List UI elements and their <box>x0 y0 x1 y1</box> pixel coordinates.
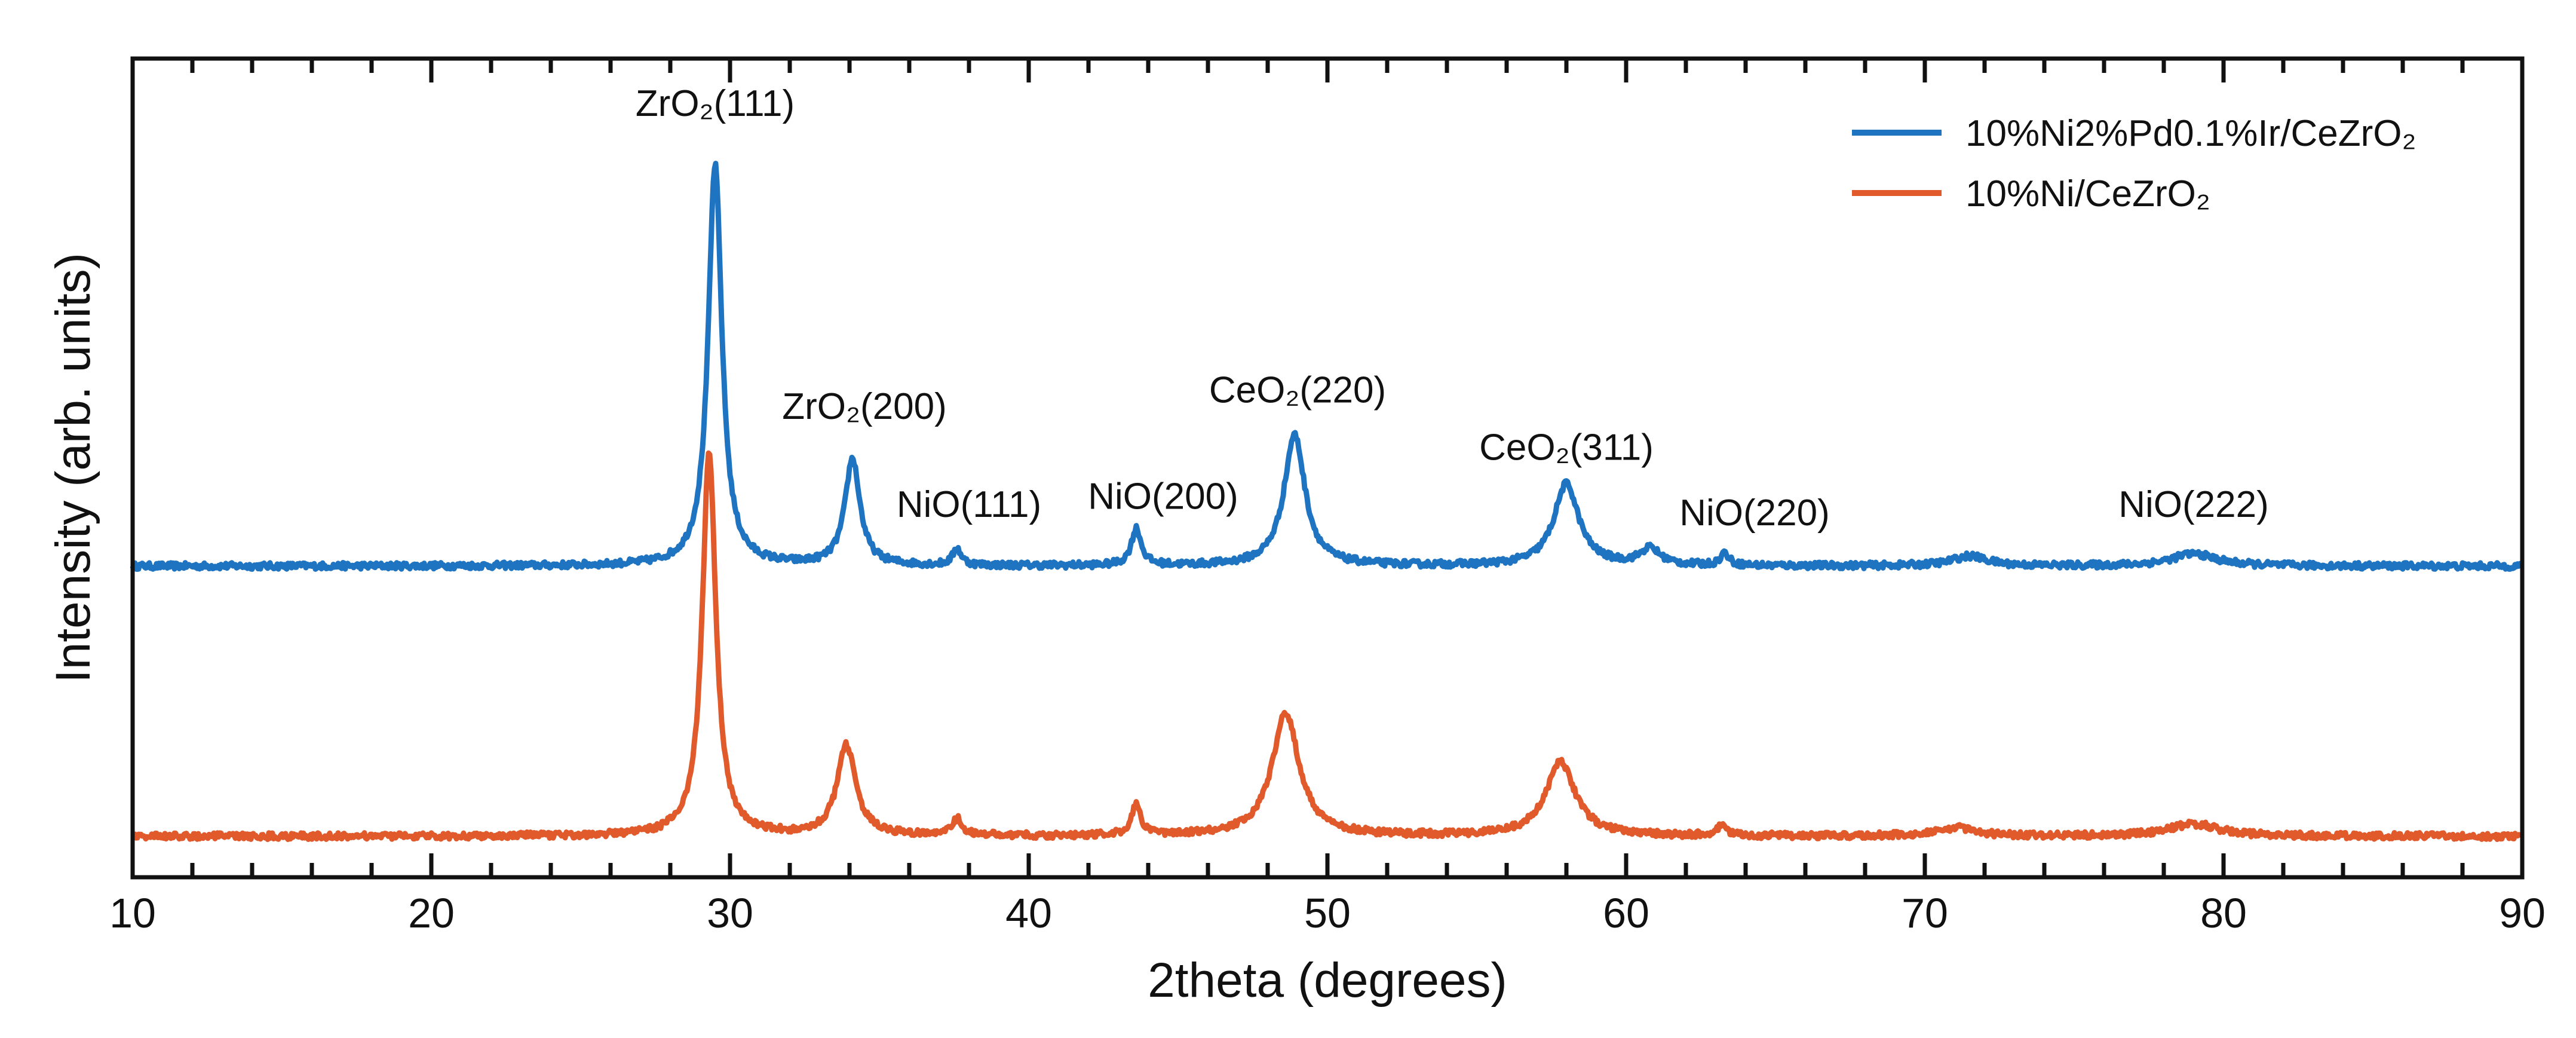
x-axis-label: 2theta (degrees) <box>1148 953 1507 1008</box>
x-tick-label: 90 <box>2499 890 2546 936</box>
peak-annotation: CeO₂(220) <box>1209 369 1386 411</box>
x-axis-tick-labels: 10 20 30 40 50 60 70 80 90 <box>109 890 2546 936</box>
peak-annotation: ZrO₂(111) <box>636 83 795 124</box>
series-line-ni <box>131 450 2524 843</box>
peak-annotation: NiO(200) <box>1088 476 1238 518</box>
peak-annotation: CeO₂(311) <box>1479 427 1654 468</box>
x-tick-label: 10 <box>109 890 156 936</box>
peak-annotation: ZrO₂(200) <box>782 386 947 427</box>
peak-annotation: NiO(222) <box>2118 484 2269 525</box>
legend-label-ni: 10%Ni/CeZrO₂ <box>1965 173 2210 215</box>
x-tick-label: 50 <box>1304 890 1351 936</box>
x-tick-label: 60 <box>1603 890 1649 936</box>
peak-annotation: NiO(220) <box>1679 492 1830 534</box>
x-tick-label: 20 <box>408 890 455 936</box>
legend: 10%Ni2%Pd0.1%Ir/CeZrO₂ 10%Ni/CeZrO₂ <box>1852 113 2416 215</box>
peak-annotations: ZrO₂(111) ZrO₂(200) NiO(111) NiO(200) CeO₂(2… <box>636 83 2269 534</box>
y-axis-label: Intensity (arb. units) <box>46 253 100 683</box>
x-tick-label: 40 <box>1005 890 1052 936</box>
peak-annotation: NiO(111) <box>897 484 1041 525</box>
x-tick-label: 70 <box>1902 890 1948 936</box>
x-tick-label: 30 <box>707 890 753 936</box>
plot-series <box>130 161 2525 843</box>
legend-label-ni-pd-ir: 10%Ni2%Pd0.1%Ir/CeZrO₂ <box>1965 113 2416 154</box>
x-tick-label: 80 <box>2200 890 2247 936</box>
series-line-ni-pd-ir <box>130 161 2525 572</box>
x-axis-ticks <box>130 59 2525 877</box>
